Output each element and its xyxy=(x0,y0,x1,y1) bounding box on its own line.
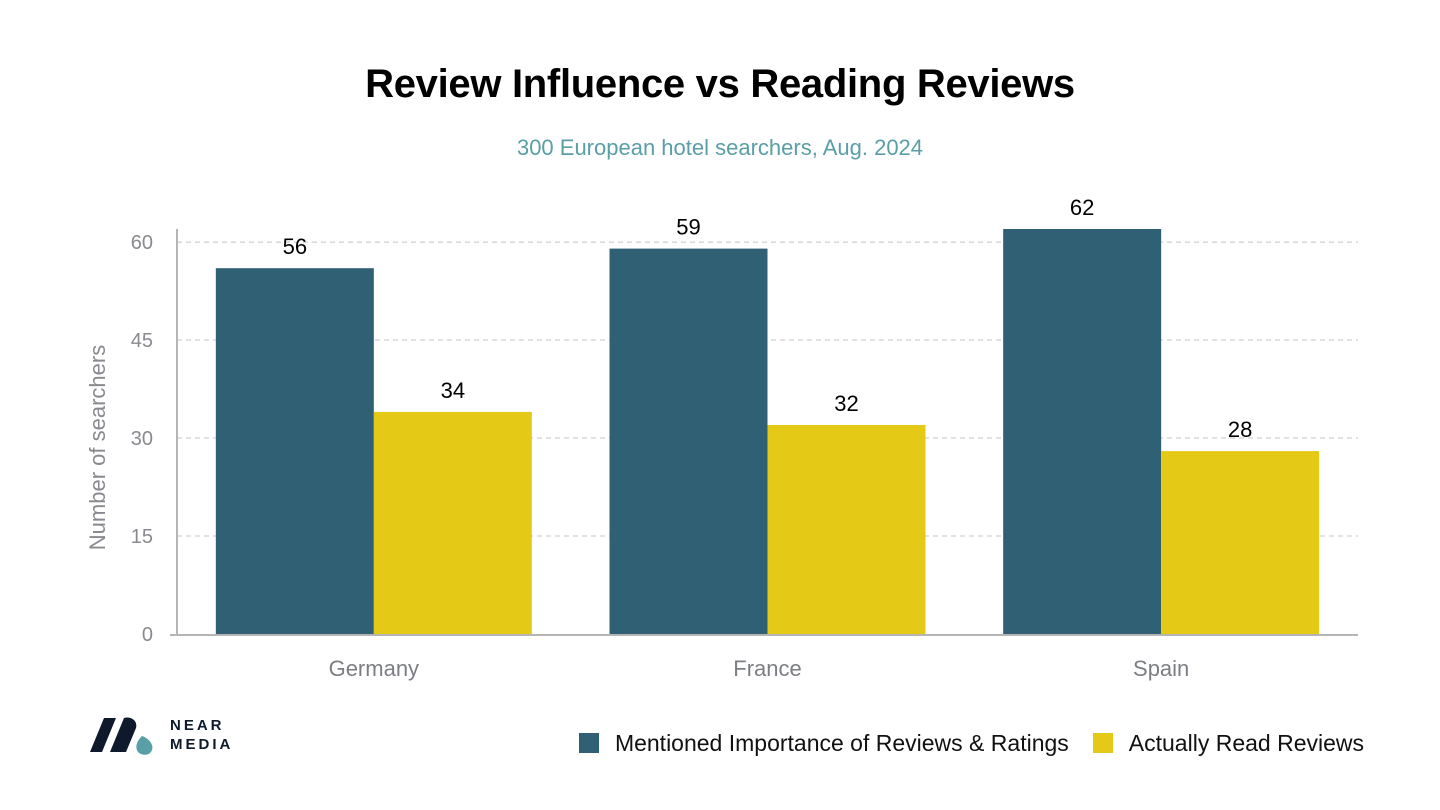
data-label-france-series-0: 59 xyxy=(676,215,700,240)
legend-item-actually-read: Actually Read Reviews xyxy=(1092,729,1364,757)
x-tick-label-france: France xyxy=(733,656,801,681)
near-media-logo: NEAR MEDIA xyxy=(88,712,248,760)
x-tick-label-spain: Spain xyxy=(1133,656,1189,681)
y-tick-label-0: 0 xyxy=(142,624,153,646)
chart-title: Review Influence vs Reading Reviews xyxy=(365,62,1075,106)
near-media-logo-icon xyxy=(90,717,153,755)
bar-spain-series-0 xyxy=(1003,229,1162,634)
x-tick-label-germany: Germany xyxy=(329,656,419,681)
y-axis-title: Number of searchers xyxy=(85,345,110,550)
bar-france-series-1 xyxy=(767,424,926,634)
legend-swatch-actually-read xyxy=(1092,733,1113,753)
logo-wordmark: NEAR MEDIA xyxy=(170,716,233,754)
y-tick-label-60: 60 xyxy=(131,232,153,254)
legend-swatch-mentioned-importance xyxy=(578,733,599,753)
chart-subtitle: 300 European hotel searchers, Aug. 2024 xyxy=(516,135,924,160)
legend-item-mentioned-importance: Mentioned Importance of Reviews & Rating… xyxy=(578,729,1069,757)
bar-spain-series-1 xyxy=(1161,451,1320,634)
logo-line-1: NEAR xyxy=(170,717,225,734)
y-tick-label-30: 30 xyxy=(131,428,153,450)
bar-germany-series-1 xyxy=(373,411,532,634)
logo-line-2: MEDIA xyxy=(170,736,234,753)
chart-legend: Mentioned Importance of Reviews & Rating… xyxy=(555,729,1364,757)
data-label-germany-series-1: 34 xyxy=(441,378,465,403)
data-label-spain-series-1: 28 xyxy=(1228,417,1252,442)
y-tick-label-45: 45 xyxy=(131,330,153,352)
legend-label-mentioned-importance: Mentioned Importance of Reviews & Rating… xyxy=(614,729,1069,756)
bar-france-series-0 xyxy=(609,248,768,634)
bar-germany-series-0 xyxy=(215,268,374,634)
y-tick-label-15: 15 xyxy=(131,526,153,548)
bar-chart: 0 15 30 45 60 Number of searchers 56 34 Germany 5… xyxy=(85,195,1358,681)
data-label-france-series-1: 32 xyxy=(834,391,858,416)
data-label-germany-series-0: 56 xyxy=(283,234,307,259)
data-label-spain-series-0: 62 xyxy=(1070,195,1094,220)
legend-label-actually-read: Actually Read Reviews xyxy=(1128,729,1364,756)
